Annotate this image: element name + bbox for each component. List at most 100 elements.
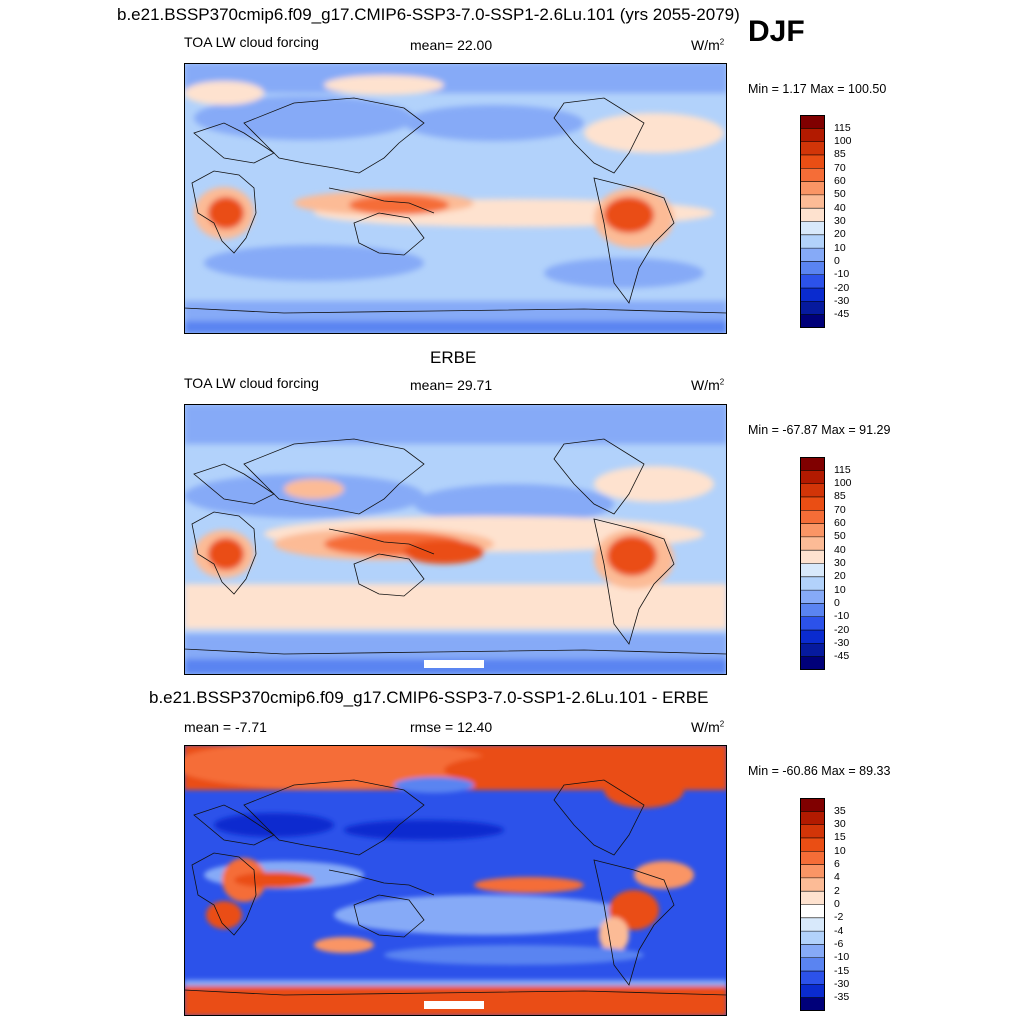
panel3-colorbar: [800, 798, 825, 1011]
colorbar-tick-label: -6: [834, 937, 844, 950]
colorbar-swatch: [800, 115, 825, 129]
panel3-units: W/m2: [691, 719, 725, 735]
colorbar-tick-label: 100: [834, 135, 852, 148]
colorbar-swatch: [800, 590, 825, 604]
colorbar-tick-label: -30: [834, 294, 850, 307]
colorbar-swatch: [800, 864, 825, 879]
colorbar-swatch: [800, 824, 825, 839]
colorbar-swatch: [800, 496, 825, 511]
colorbar-swatch: [800, 944, 825, 959]
colorbar-swatch: [800, 971, 825, 985]
panel1-minmax: Min = 1.17 Max = 100.50: [748, 82, 887, 96]
colorbar-swatch: [800, 128, 825, 142]
colorbar-tick-label: 30: [834, 215, 846, 227]
panel2-title: ERBE: [430, 348, 477, 367]
colorbar-swatch: [800, 917, 825, 932]
colorbar-swatch: [800, 616, 825, 631]
panel1-units: W/m2: [691, 37, 725, 53]
colorbar-swatch: [800, 798, 825, 812]
panel3-map: [184, 745, 727, 1016]
colorbar-swatch: [800, 997, 825, 1011]
colorbar-tick-label: -45: [834, 650, 850, 663]
figure-title: b.e21.BSSP370cmip6.f09_g17.CMIP6-SSP3-7.…: [117, 5, 740, 24]
colorbar-tick-label: 100: [834, 477, 852, 490]
colorbar-tick-label: 4: [834, 871, 840, 884]
colorbar-tick-label: 115: [834, 463, 851, 476]
colorbar-swatch: [800, 851, 825, 865]
colorbar-tick-label: 10: [834, 583, 846, 596]
colorbar-swatch: [800, 208, 825, 222]
colorbar-tick-label: 115: [834, 121, 851, 134]
colorbar-tick-label: -45: [834, 308, 850, 321]
colorbar-swatch: [800, 510, 825, 524]
colorbar-swatch: [800, 837, 825, 852]
colorbar-tick-label: -10: [834, 951, 850, 964]
colorbar-swatch: [800, 931, 825, 945]
colorbar-swatch: [800, 984, 825, 998]
colorbar-swatch: [800, 314, 825, 328]
colorbar-tick-label: 50: [834, 530, 846, 543]
colorbar-tick-label: 0: [834, 898, 840, 910]
colorbar-tick-label: 85: [834, 490, 846, 503]
colorbar-swatch: [800, 603, 825, 618]
colorbar-tick-label: 70: [834, 161, 846, 174]
colorbar-swatch: [800, 288, 825, 302]
colorbar-swatch: [800, 457, 825, 471]
colorbar-tick-label: -10: [834, 610, 850, 623]
colorbar-tick-label: 20: [834, 228, 846, 241]
colorbar-tick-label: 30: [834, 818, 846, 831]
colorbar-swatch: [800, 656, 825, 670]
colorbar-border: [800, 798, 825, 1011]
colorbar-tick-label: -20: [834, 281, 850, 294]
colorbar-swatch: [800, 643, 825, 657]
panel1-colorbar: [800, 115, 825, 328]
colorbar-swatch: [800, 261, 825, 276]
panel2-units: W/m2: [691, 377, 725, 393]
colorbar-tick-label: 85: [834, 148, 846, 161]
panel1-mean-label: mean= 22.00: [410, 37, 493, 53]
panel3-title: b.e21.BSSP370cmip6.f09_g17.CMIP6-SSP3-7.…: [149, 688, 709, 707]
colorbar-tick-label: 10: [834, 844, 846, 857]
colorbar-tick-label: 6: [834, 858, 840, 871]
panel3-mean-label: mean = -7.71: [184, 719, 267, 735]
season-label: DJF: [748, 15, 805, 48]
colorbar-tick-label: 40: [834, 543, 846, 556]
colorbar-tick-label: 35: [834, 804, 846, 817]
colorbar-tick-label: -35: [834, 991, 850, 1004]
colorbar-swatch: [800, 483, 825, 498]
colorbar-swatch: [800, 536, 825, 551]
colorbar-tick-label: 10: [834, 241, 846, 254]
colorbar-swatch: [800, 904, 825, 919]
colorbar-tick-label: 60: [834, 517, 846, 530]
colorbar-swatch: [800, 523, 825, 538]
colorbar-swatch: [800, 811, 825, 825]
panel2-map: [184, 404, 727, 675]
colorbar-swatch: [800, 957, 825, 972]
colorbar-tick-label: 40: [834, 201, 846, 214]
panel2-colorbar: [800, 457, 825, 670]
panel1-variable-label: TOA LW cloud forcing: [184, 34, 319, 50]
colorbar-swatch: [800, 194, 825, 209]
colorbar-tick-label: -20: [834, 623, 850, 636]
colorbar-swatch: [800, 891, 825, 905]
colorbar-tick-label: -15: [834, 964, 850, 977]
colorbar-tick-label: 20: [834, 570, 846, 583]
colorbar-tick-label: -4: [834, 924, 844, 937]
colorbar-swatch: [800, 248, 825, 262]
colorbar-tick-label: 15: [834, 831, 846, 844]
colorbar-swatch: [800, 301, 825, 315]
colorbar-swatch: [800, 877, 825, 892]
colorbar-swatch: [800, 576, 825, 591]
colorbar-swatch: [800, 550, 825, 564]
colorbar-border: [800, 457, 825, 670]
panel2-variable-label: TOA LW cloud forcing: [184, 375, 319, 391]
colorbar-tick-label: -30: [834, 977, 850, 990]
colorbar-swatch: [800, 563, 825, 578]
colorbar-swatch: [800, 168, 825, 182]
colorbar-tick-label: 60: [834, 175, 846, 188]
colorbar-swatch: [800, 274, 825, 289]
colorbar-tick-label: -10: [834, 268, 850, 281]
colorbar-swatch: [800, 181, 825, 196]
colorbar-tick-label: 30: [834, 557, 846, 569]
colorbar-swatch: [800, 221, 825, 236]
